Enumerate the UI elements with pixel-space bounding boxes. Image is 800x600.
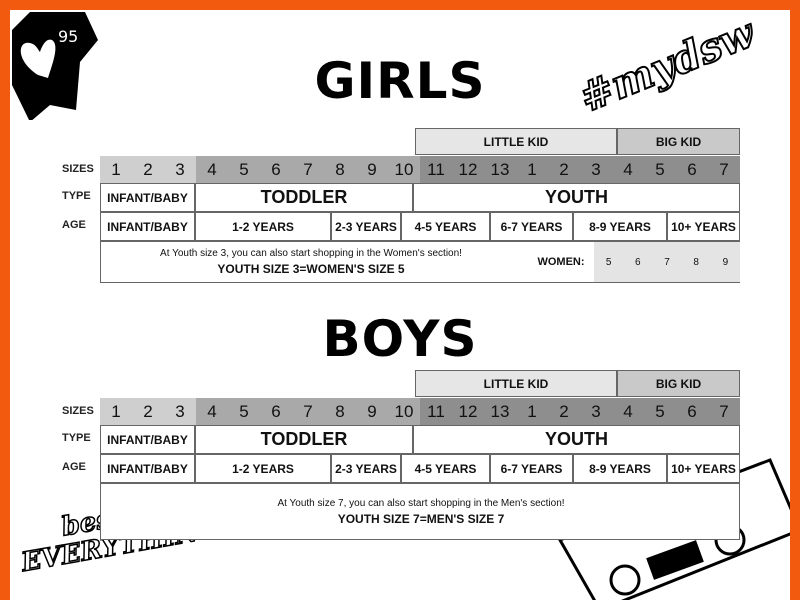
type-row-label: TYPE xyxy=(62,432,91,444)
size-cell: 7 xyxy=(708,398,740,425)
size-cell: 6 xyxy=(260,398,292,425)
type-cell: TODDLER xyxy=(195,183,413,212)
size-cell: 3 xyxy=(164,398,196,425)
age-cell: 4-5 YEARS xyxy=(401,212,490,241)
age-cell: 1-2 YEARS xyxy=(195,212,331,241)
size-equivalence: YOUTH SIZE 3=WOMEN'S SIZE 5 xyxy=(217,262,405,276)
size-cell: 13 xyxy=(484,398,516,425)
note-box: At Youth size 7, you can also start shop… xyxy=(100,483,740,540)
size-cell: 4 xyxy=(196,398,228,425)
age-cell: 2-3 YEARS xyxy=(331,212,401,241)
age-cell: 6-7 YEARS xyxy=(490,212,573,241)
little-kid-header: LITTLE KID xyxy=(415,370,617,397)
age-cell: 10+ YEARS xyxy=(667,454,740,483)
note-text: At Youth size 3, you can also start shop… xyxy=(101,242,521,282)
size-cell: 1 xyxy=(100,156,132,183)
women-size-cell: 5 xyxy=(594,242,624,282)
age-cell: 10+ YEARS xyxy=(667,212,740,241)
size-cell: 2 xyxy=(132,398,164,425)
size-cell: 1 xyxy=(516,398,548,425)
girls-title: GIRLS xyxy=(314,52,486,110)
note-text: At Youth size 7, you can also start shop… xyxy=(101,484,741,539)
age-cell: 1-2 YEARS xyxy=(195,454,331,483)
size-equivalence: YOUTH SIZE 7=MEN'S SIZE 7 xyxy=(337,511,505,526)
age-cell: 8-9 YEARS xyxy=(573,212,667,241)
age-cell: INFANT/BABY xyxy=(100,454,195,483)
size-cell: 10 xyxy=(388,398,420,425)
size-cell: 5 xyxy=(228,156,260,183)
size-cell: 2 xyxy=(132,156,164,183)
size-cell: 8 xyxy=(324,398,356,425)
women-size-cell: 7 xyxy=(652,242,682,282)
women-size-cell: 6 xyxy=(623,242,653,282)
size-cell: 4 xyxy=(196,156,228,183)
size-cell: 8 xyxy=(324,156,356,183)
type-cell: INFANT/BABY xyxy=(100,425,195,454)
big-kid-header: BIG KID xyxy=(617,128,740,155)
women-size-cell: 9 xyxy=(710,242,740,282)
size-cell: 6 xyxy=(260,156,292,183)
size-cell: 4 xyxy=(612,156,644,183)
size-cell: 3 xyxy=(580,156,612,183)
boys-title: BOYS xyxy=(322,310,478,368)
size-cell: 1 xyxy=(516,156,548,183)
size-cell: 5 xyxy=(228,398,260,425)
size-cell: 4 xyxy=(612,398,644,425)
age-cell: INFANT/BABY xyxy=(100,212,195,241)
note-line: At Youth size 7, you can also start shop… xyxy=(277,497,565,509)
size-cell: 11 xyxy=(420,156,452,183)
age-cell: 4-5 YEARS xyxy=(401,454,490,483)
size-cell: 6 xyxy=(676,156,708,183)
type-cell: YOUTH xyxy=(413,183,740,212)
size-cell: 7 xyxy=(292,156,324,183)
size-cell: 3 xyxy=(580,398,612,425)
size-cell: 12 xyxy=(452,398,484,425)
age-row-label: AGE xyxy=(62,461,86,473)
note-line: At Youth size 3, you can also start shop… xyxy=(160,248,462,259)
size-cell: 2 xyxy=(548,398,580,425)
likes-badge-icon: 95 xyxy=(12,12,98,120)
size-cell: 12 xyxy=(452,156,484,183)
type-cell: INFANT/BABY xyxy=(100,183,195,212)
age-cell: 8-9 YEARS xyxy=(573,454,667,483)
size-cell: 7 xyxy=(708,156,740,183)
size-cell: 11 xyxy=(420,398,452,425)
size-cell: 5 xyxy=(644,156,676,183)
women-label: WOMEN: xyxy=(537,256,585,268)
size-cell: 7 xyxy=(292,398,324,425)
size-cell: 10 xyxy=(388,156,420,183)
size-cell: 13 xyxy=(484,156,516,183)
sizes-row-label: SIZES xyxy=(62,163,94,175)
size-cell: 1 xyxy=(100,398,132,425)
women-size-cell: 8 xyxy=(681,242,711,282)
size-cell: 3 xyxy=(164,156,196,183)
age-cell: 2-3 YEARS xyxy=(331,454,401,483)
size-cell: 5 xyxy=(644,398,676,425)
sizes-row-label: SIZES xyxy=(62,405,94,417)
type-cell: TODDLER xyxy=(195,425,413,454)
likes-count: 95 xyxy=(58,27,78,46)
size-cell: 9 xyxy=(356,156,388,183)
age-row-label: AGE xyxy=(62,219,86,231)
type-cell: YOUTH xyxy=(413,425,740,454)
note-box: At Youth size 3, you can also start shop… xyxy=(100,241,740,283)
big-kid-header: BIG KID xyxy=(617,370,740,397)
little-kid-header: LITTLE KID xyxy=(415,128,617,155)
size-cell: 9 xyxy=(356,398,388,425)
size-cell: 6 xyxy=(676,398,708,425)
type-row-label: TYPE xyxy=(62,190,91,202)
size-cell: 2 xyxy=(548,156,580,183)
age-cell: 6-7 YEARS xyxy=(490,454,573,483)
